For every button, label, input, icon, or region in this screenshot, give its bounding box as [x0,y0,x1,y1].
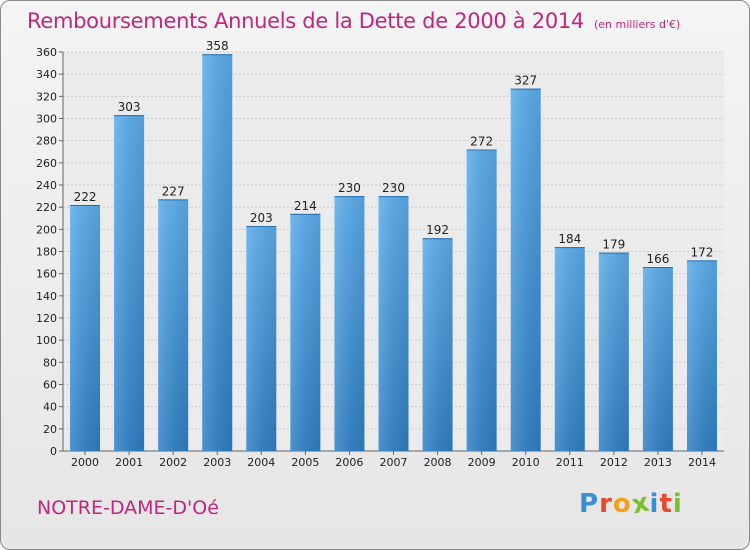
y-tick-label: 140 [36,290,57,303]
chart-title: Remboursements Annuels de la Dette de 20… [27,9,680,33]
x-tick-label: 2011 [556,456,584,469]
bar-shine [598,252,629,451]
x-tick-label: 2008 [424,456,452,469]
y-tick-label: 340 [36,68,57,81]
data-label: 166 [646,252,669,266]
logo-letter: i [649,489,660,519]
y-tick-label: 300 [36,113,57,126]
x-tick-label: 2003 [203,456,231,469]
bar-shine [290,213,321,451]
y-tick-label: 200 [36,223,57,236]
x-tick-label: 2009 [468,456,496,469]
x-tick-label: 2006 [335,456,363,469]
bar-shine [378,196,409,451]
commune-name: NOTRE-DAME-D'Oé [37,497,219,519]
data-label: 172 [691,245,714,259]
x-tick-label: 2000 [71,456,99,469]
logo-letter: P [579,489,600,519]
y-tick-label: 260 [36,157,57,170]
data-label: 184 [558,232,581,246]
y-tick-label: 0 [50,445,57,458]
bar-shine [70,204,101,451]
x-tick-label: 2007 [380,456,408,469]
logo-letter: o [612,489,632,519]
y-tick-label: 240 [36,179,57,192]
data-label: 230 [338,181,361,195]
y-tick-label: 100 [36,334,57,347]
bar-shine [642,267,673,451]
data-label: 327 [514,74,537,88]
x-tick-label: 2010 [512,456,540,469]
data-label: 179 [602,238,625,252]
data-label: 192 [426,223,449,237]
data-label: 230 [382,181,405,195]
data-label: 272 [470,135,493,149]
data-label: 358 [206,39,229,53]
y-tick-label: 40 [43,401,57,414]
chart-unit: (en milliers d'€) [594,18,681,31]
x-tick-label: 2014 [688,456,716,469]
y-tick-label: 180 [36,246,57,259]
bar-shine [510,88,541,451]
logo-letter: t [659,489,673,519]
bar-shine [686,260,717,451]
data-label: 214 [294,199,317,213]
bar-shine [422,238,453,451]
y-tick-label: 360 [36,46,57,59]
x-tick-label: 2005 [291,456,319,469]
x-tick-label: 2013 [644,456,672,469]
bar-shine [334,196,365,451]
logo-letter: i [672,489,683,519]
bar-shine [246,226,277,451]
x-tick-label: 2002 [159,456,187,469]
data-label: 222 [74,190,97,204]
bar-shine [158,199,189,451]
data-label: 227 [162,184,185,198]
y-tick-label: 160 [36,268,57,281]
proxiti-logo: Proxiti [579,487,683,520]
y-tick-label: 120 [36,312,57,325]
bar-shine [114,115,145,452]
logo-letter: r [599,489,613,519]
y-tick-label: 320 [36,90,57,103]
x-tick-label: 2004 [247,456,275,469]
x-tick-label: 2012 [600,456,628,469]
data-label: 303 [118,100,141,114]
y-tick-label: 80 [43,356,57,369]
y-tick-label: 220 [36,201,57,214]
bar-shine [554,247,585,451]
data-label: 203 [250,211,273,225]
bar-shine [466,149,497,452]
x-tick-label: 2001 [115,456,143,469]
y-tick-label: 60 [43,379,57,392]
y-tick-label: 280 [36,135,57,148]
bar-shine [202,54,233,451]
y-tick-label: 20 [43,423,57,436]
chart-title-text: Remboursements Annuels de la Dette de 20… [27,9,584,33]
